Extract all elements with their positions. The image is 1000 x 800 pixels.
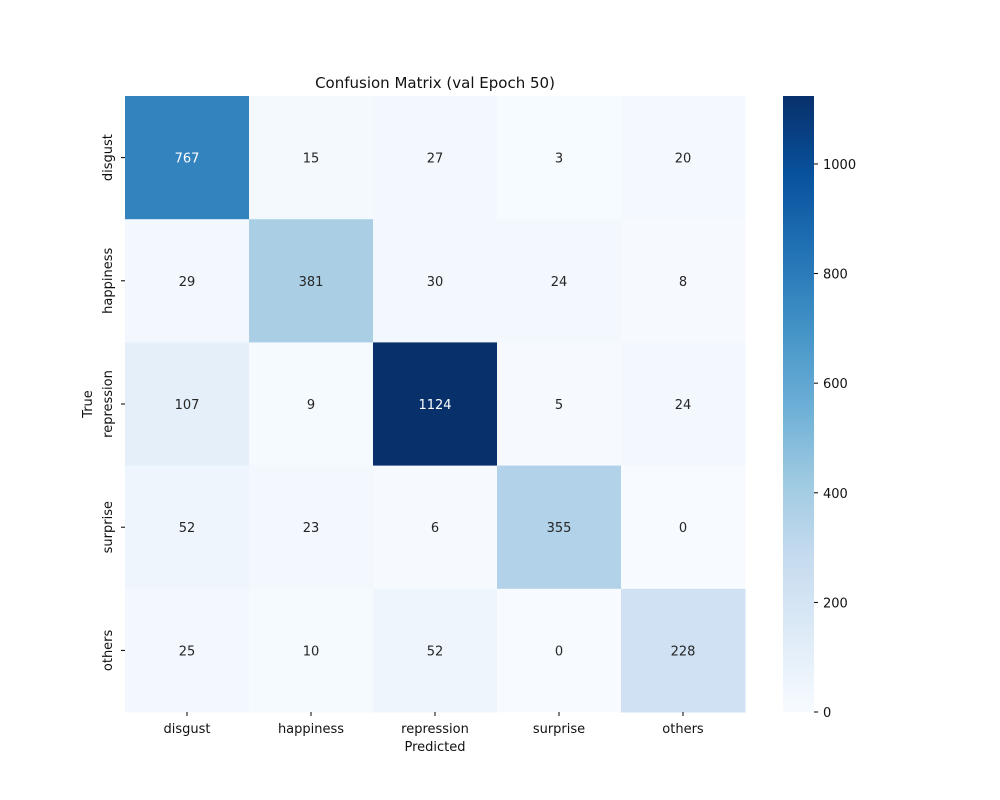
colorbar [783,96,814,712]
heatmap-cell [125,219,250,343]
colorbar-tick-label: 0 [823,706,831,721]
heatmap-cell [621,219,746,343]
cell-value-label: 3 [555,152,563,167]
cell-value-label: 23 [303,521,320,536]
cell-value-label: 10 [303,644,320,659]
heatmap-cell [373,342,498,467]
y-axis-ticks: disgust happiness repression surprise others [101,134,125,671]
heatmap-cell [373,588,498,713]
heatmap-cell [249,588,374,713]
heatmap-cell [373,465,498,590]
cell-value-label: 5 [555,398,563,413]
heatmap-cell [621,465,746,590]
colorbar-ticks: 0 200 400 600 800 1000 [814,158,856,721]
y-tick-label: surprise [101,501,116,553]
cell-value-label: 355 [547,521,572,536]
y-tick-label: repression [101,370,116,438]
cell-value-label: 228 [671,644,696,659]
chart-title: Confusion Matrix (val Epoch 50) [315,74,555,92]
cell-value-label: 25 [179,644,196,659]
heatmap-cell [249,342,374,467]
colorbar-tick-label: 600 [823,377,848,392]
cell-value-label: 0 [555,644,563,659]
cell-value-label: 767 [175,152,200,167]
heatmap-cell [249,96,374,220]
cell-value-label: 107 [175,398,200,413]
cell-value-label: 6 [431,521,439,536]
heatmap-cell [373,96,498,220]
heatmap-cell [621,342,746,467]
y-tick-label: disgust [101,134,116,181]
heatmap-cell [497,588,622,713]
heatmap-cell [249,465,374,590]
colorbar-tick-label: 800 [823,268,848,283]
heatmap-cell [125,342,250,467]
cell-value-label: 29 [179,275,196,290]
heatmap-cell [621,96,746,220]
colorbar-tick-label: 200 [823,596,848,611]
cell-value-label: 1124 [418,398,451,413]
y-axis-label: True [81,390,96,419]
heatmap-cells [125,96,746,713]
heatmap-cell [497,342,622,467]
cell-value-label: 24 [551,275,568,290]
x-tick-label: happiness [278,722,344,737]
y-tick-label: others [101,629,116,671]
colorbar-tick-label: 400 [823,487,848,502]
cell-value-label: 24 [675,398,692,413]
cell-value-label: 0 [679,521,687,536]
heatmap-cell [125,96,250,220]
cell-value-label: 20 [675,152,692,167]
cell-value-label: 27 [427,152,444,167]
cell-value-label: 9 [307,398,315,413]
x-tick-label: repression [401,722,469,737]
colorbar-tick-label: 1000 [823,158,856,173]
heatmap-cell [497,219,622,343]
heatmap-cell [249,219,374,343]
x-tick-label: disgust [164,722,211,737]
cell-value-label: 381 [299,275,324,290]
heatmap-cell-labels: 767 15 27 3 20 29 381 30 24 8 107 9 1124 5 24 52 23 6 355 0… [175,152,696,660]
cell-value-label: 30 [427,275,444,290]
heatmap-cell [497,465,622,590]
heatmap-cell [621,588,746,713]
heatmap-cell [125,465,250,590]
x-axis-ticks: disgust happiness repression surprise others [164,712,704,737]
x-tick-label: surprise [533,722,585,737]
x-axis-label: Predicted [404,740,465,755]
cell-value-label: 8 [679,275,687,290]
x-tick-label: others [662,722,704,737]
cell-value-label: 15 [303,152,320,167]
heatmap-cell [125,588,250,713]
cell-value-label: 52 [427,644,444,659]
heatmap-cell [497,96,622,220]
heatmap-cell [373,219,498,343]
cell-value-label: 52 [179,521,196,536]
y-tick-label: happiness [101,248,116,314]
